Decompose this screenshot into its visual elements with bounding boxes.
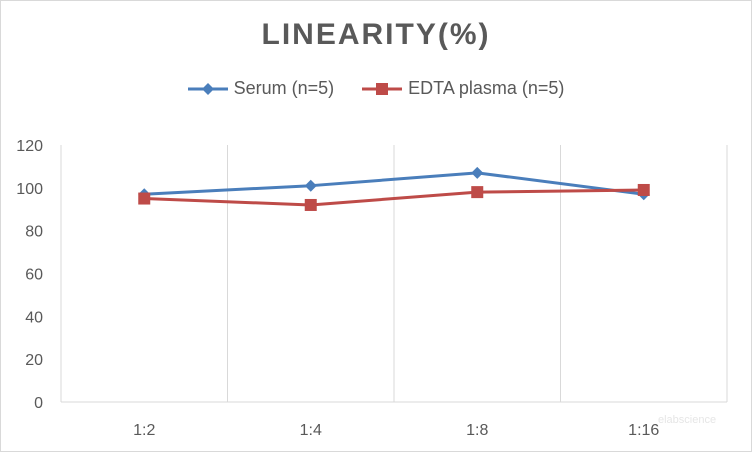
- data-point-series-1: [471, 186, 484, 199]
- y-tick-label: 20: [25, 352, 43, 369]
- legend-swatch-series-1: [362, 82, 403, 95]
- data-point-series-0: [304, 179, 317, 192]
- x-tick-label: 1:4: [300, 422, 322, 439]
- series-line-0: [144, 171, 644, 196]
- y-tick-label: 0: [34, 395, 43, 412]
- legend-item-series-0: Serum (n=5): [187, 78, 335, 99]
- watermark-text: elabscience: [658, 414, 717, 426]
- legend: Serum (n=5) EDTA plasma (n=5): [0, 78, 752, 99]
- y-tick-label: 100: [16, 181, 43, 198]
- data-point-series-0: [471, 166, 484, 179]
- legend-label-series-0: Serum (n=5): [233, 78, 335, 98]
- y-tick-label: 60: [25, 267, 43, 284]
- y-tick-label: 120: [16, 138, 43, 155]
- x-tick-label: 1:8: [466, 422, 488, 439]
- data-point-series-1: [304, 198, 317, 211]
- legend-label-series-1: EDTA plasma (n=5): [408, 78, 565, 98]
- y-tick-label: 80: [25, 224, 43, 241]
- series-line-1: [144, 188, 644, 207]
- y-tick-label: 40: [25, 309, 43, 326]
- x-tick-label: 1:16: [628, 422, 659, 439]
- legend-swatch-series-0: [187, 82, 228, 95]
- legend-item-series-1: EDTA plasma (n=5): [362, 78, 564, 99]
- data-point-series-1: [138, 192, 151, 205]
- x-tick-label: 1:2: [133, 422, 155, 439]
- data-point-series-1: [637, 183, 650, 196]
- chart-title: LINEARITY(%): [261, 18, 491, 51]
